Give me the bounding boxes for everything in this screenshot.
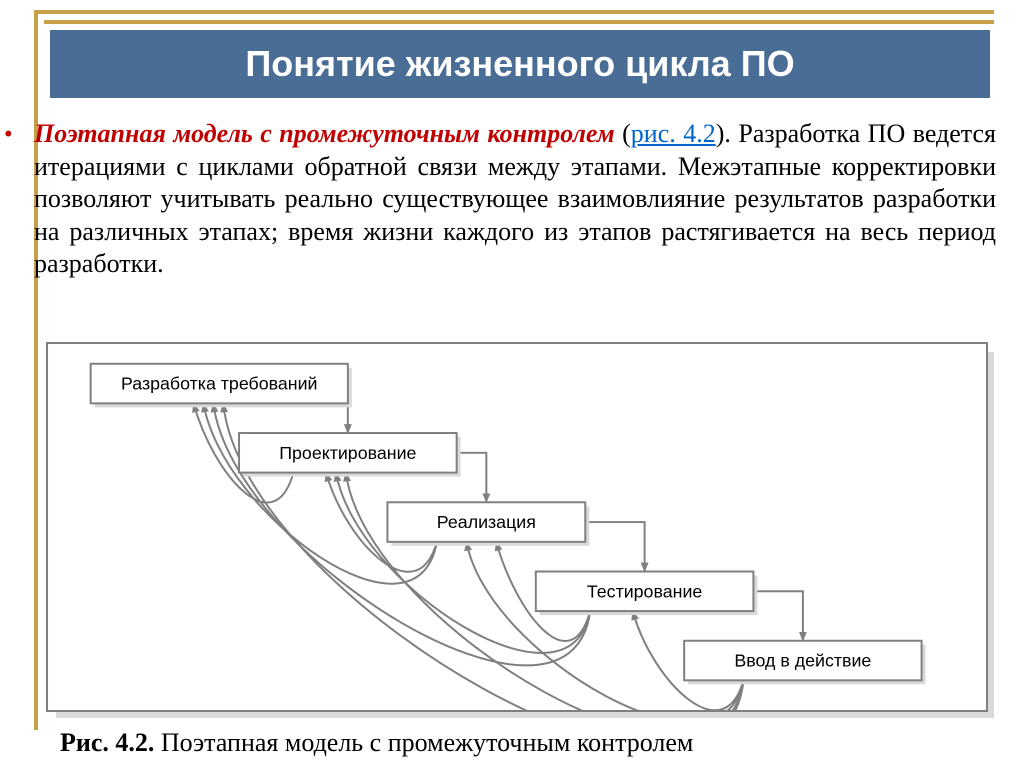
feedback-arrow [336,473,590,653]
flowchart-node-label: Разработка требований [121,374,318,394]
diagram-box: Разработка требований Проектирование Реали… [46,342,988,712]
forward-arrow [457,453,487,502]
flowchart-node-label: Ввод в действие [734,651,871,671]
flowchart-node-label: Реализация [437,512,536,532]
flowchart-node-label: Тестирование [587,581,702,601]
header-bar: Понятие жизненного цикла ПО [50,30,990,98]
feedback-arrow [203,403,436,583]
slide-frame-inner [44,20,994,24]
forward-arrow [753,591,802,640]
figure-reference-link[interactable]: рис. 4.2 [631,119,716,148]
lead-phrase: Поэтапная модель с промежуточным контрол… [34,119,615,148]
forward-arrow [585,522,644,571]
flowchart-node-label: Проектирование [279,443,416,463]
caption-text: Поэтапная модель с промежуточным контрол… [154,728,693,757]
slide-title: Понятие жизненного цикла ПО [245,43,794,85]
diagram-container: Разработка требований Проектирование Реали… [46,342,988,712]
paren-open: ( [615,119,631,148]
diagram-svg: Разработка требований Проектирование Реали… [48,344,986,710]
figure-caption: Рис. 4.2. Поэтапная модель с промежуточн… [60,728,693,758]
caption-label: Рис. 4.2. [60,728,154,757]
body-paragraph: Поэтапная модель с промежуточным контрол… [34,118,996,281]
feedback-arrow [467,542,744,710]
